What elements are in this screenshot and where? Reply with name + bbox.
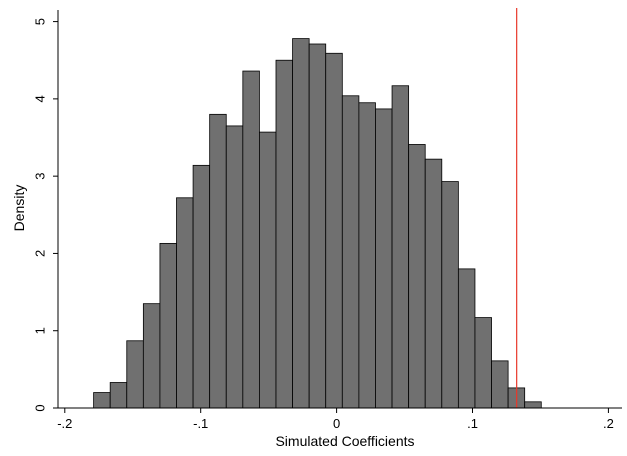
y-tick-label: 5 <box>33 18 48 25</box>
histogram-bar <box>391 85 410 409</box>
axes-layer <box>57 10 622 409</box>
x-tick-label: -.2 <box>57 416 72 431</box>
bars-layer <box>93 38 542 409</box>
y-tick-label: 4 <box>33 95 48 102</box>
histogram-bar <box>375 108 393 409</box>
histogram-bar <box>457 268 476 409</box>
histogram-bar <box>259 131 277 409</box>
x-tick-label: -.1 <box>193 416 208 431</box>
histogram-bar <box>341 95 360 409</box>
histogram-bar <box>225 125 244 409</box>
histogram-bar <box>292 38 310 409</box>
histogram-bar <box>209 113 227 409</box>
histogram-bar <box>325 52 343 409</box>
histogram-bar <box>159 242 177 409</box>
histogram-bar <box>424 158 443 409</box>
histogram-bar <box>142 303 161 409</box>
y-tick-label: 0 <box>33 404 48 411</box>
histogram-bar <box>275 59 293 409</box>
histogram-bar <box>93 392 111 409</box>
x-tick-label: .1 <box>467 416 478 431</box>
x-axis-title: Simulated Coefficients <box>275 433 414 449</box>
ticks-layer: -.2 -.1 0 .1 .2 0 1 2 3 4 5 <box>33 18 614 431</box>
histogram-bar <box>491 360 509 409</box>
histogram-bar <box>441 181 459 409</box>
histogram-bar <box>308 43 327 409</box>
y-axis-title: Density <box>11 185 27 232</box>
y-tick-label: 3 <box>33 173 48 180</box>
histogram-bar <box>242 70 260 409</box>
histogram-bar <box>176 197 194 409</box>
x-tick-label: 0 <box>333 416 340 431</box>
y-tick-label: 2 <box>33 250 48 257</box>
histogram-bar <box>524 401 542 409</box>
x-tick-label: .2 <box>603 416 614 431</box>
histogram-bar <box>408 144 426 409</box>
histogram-bar <box>358 102 376 409</box>
histogram-bar <box>474 317 492 409</box>
histogram-bar <box>109 382 128 409</box>
histogram-bar <box>126 340 144 409</box>
histogram-bar <box>192 164 211 409</box>
y-tick-label: 1 <box>33 327 48 334</box>
